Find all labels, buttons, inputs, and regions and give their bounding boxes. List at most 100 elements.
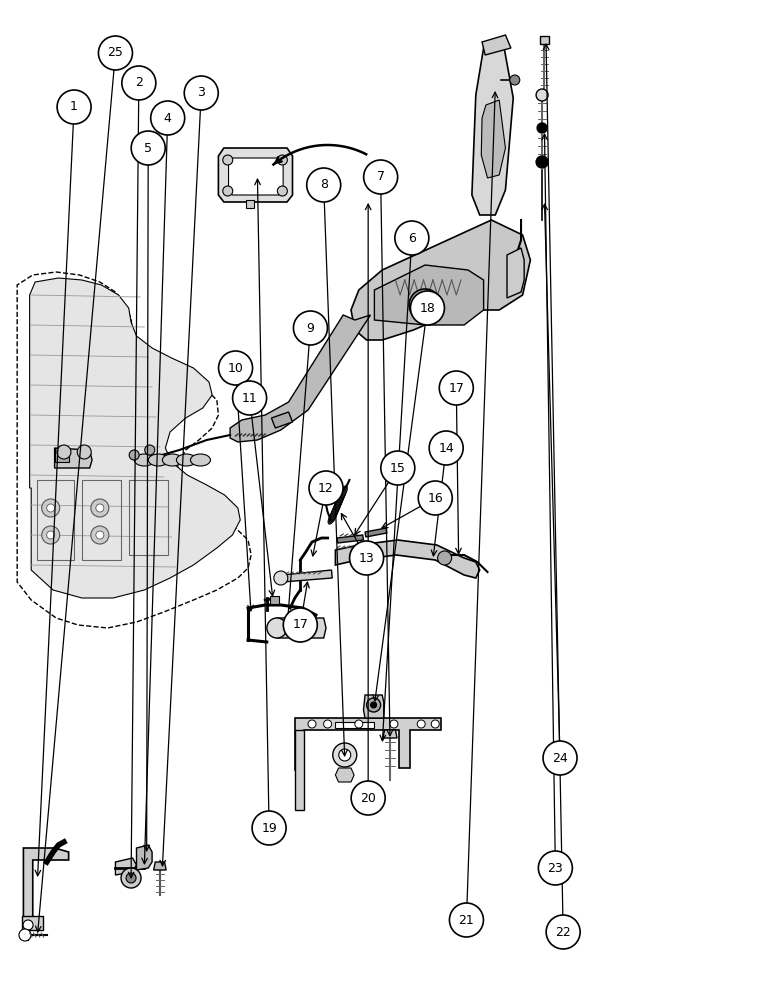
Polygon shape [472, 42, 513, 215]
Polygon shape [154, 862, 166, 870]
Circle shape [431, 720, 439, 728]
Circle shape [96, 531, 104, 539]
Circle shape [41, 526, 60, 544]
Circle shape [439, 371, 473, 405]
Polygon shape [365, 528, 387, 537]
Polygon shape [115, 858, 136, 875]
Polygon shape [30, 278, 240, 598]
Circle shape [129, 450, 139, 460]
Polygon shape [218, 148, 292, 202]
Text: 24: 24 [552, 752, 568, 764]
Circle shape [151, 101, 185, 135]
Circle shape [232, 381, 267, 415]
Circle shape [543, 741, 577, 775]
Circle shape [278, 186, 287, 196]
Ellipse shape [190, 454, 211, 466]
Text: 14: 14 [438, 442, 454, 454]
Polygon shape [23, 848, 69, 918]
Circle shape [370, 702, 377, 708]
Circle shape [47, 504, 55, 512]
Text: 21: 21 [459, 914, 474, 926]
Ellipse shape [134, 454, 154, 466]
Text: 18: 18 [420, 302, 435, 314]
Circle shape [546, 915, 580, 949]
Circle shape [126, 873, 136, 883]
Polygon shape [363, 695, 384, 718]
Circle shape [355, 720, 363, 728]
Polygon shape [230, 315, 370, 442]
Polygon shape [481, 100, 505, 178]
Text: 22: 22 [555, 926, 571, 938]
Polygon shape [337, 535, 363, 543]
Circle shape [19, 929, 31, 941]
Circle shape [41, 499, 60, 517]
Circle shape [252, 811, 286, 845]
Text: 17: 17 [448, 381, 464, 394]
Circle shape [339, 749, 351, 761]
Polygon shape [295, 730, 304, 810]
Ellipse shape [335, 495, 343, 508]
Polygon shape [507, 248, 524, 298]
Polygon shape [482, 35, 511, 55]
Ellipse shape [338, 488, 346, 501]
Circle shape [449, 903, 484, 937]
Text: 2: 2 [135, 77, 143, 90]
Text: 23: 23 [548, 861, 563, 874]
Polygon shape [275, 618, 326, 638]
Circle shape [57, 445, 71, 459]
Circle shape [537, 123, 547, 133]
Circle shape [145, 445, 154, 455]
Circle shape [333, 743, 356, 767]
Text: 15: 15 [390, 462, 406, 475]
Circle shape [363, 160, 398, 194]
Ellipse shape [333, 500, 342, 512]
Circle shape [47, 531, 55, 539]
Polygon shape [335, 722, 374, 728]
Polygon shape [335, 540, 480, 578]
Circle shape [131, 131, 165, 165]
Ellipse shape [336, 493, 345, 505]
Circle shape [23, 920, 33, 930]
Ellipse shape [328, 512, 337, 524]
Polygon shape [351, 220, 530, 340]
Text: 11: 11 [242, 391, 257, 404]
Polygon shape [229, 158, 283, 195]
Circle shape [395, 221, 429, 255]
Text: 6: 6 [408, 232, 416, 244]
Ellipse shape [332, 502, 341, 515]
Circle shape [351, 781, 385, 815]
Circle shape [536, 89, 548, 101]
Circle shape [283, 608, 317, 642]
Polygon shape [55, 448, 92, 468]
Circle shape [90, 526, 109, 544]
Ellipse shape [339, 486, 348, 498]
Ellipse shape [330, 507, 339, 520]
Circle shape [538, 851, 573, 885]
Text: 25: 25 [108, 46, 123, 60]
Circle shape [267, 618, 287, 638]
Circle shape [98, 36, 133, 70]
Circle shape [274, 571, 288, 585]
Text: 12: 12 [318, 482, 334, 494]
Ellipse shape [337, 490, 346, 503]
Circle shape [121, 868, 141, 888]
Circle shape [223, 155, 232, 165]
Circle shape [122, 66, 156, 100]
Text: 16: 16 [427, 491, 443, 504]
Circle shape [57, 90, 91, 124]
Ellipse shape [331, 505, 339, 517]
Circle shape [418, 481, 452, 515]
Text: 19: 19 [261, 822, 277, 834]
Circle shape [438, 551, 452, 565]
Polygon shape [282, 570, 332, 582]
Circle shape [309, 471, 343, 505]
Text: 20: 20 [360, 792, 376, 804]
Polygon shape [335, 768, 354, 782]
Circle shape [367, 698, 381, 712]
Polygon shape [55, 448, 69, 462]
Polygon shape [374, 265, 484, 325]
Circle shape [390, 720, 398, 728]
Circle shape [90, 499, 109, 517]
Polygon shape [540, 36, 549, 44]
Ellipse shape [329, 509, 338, 522]
